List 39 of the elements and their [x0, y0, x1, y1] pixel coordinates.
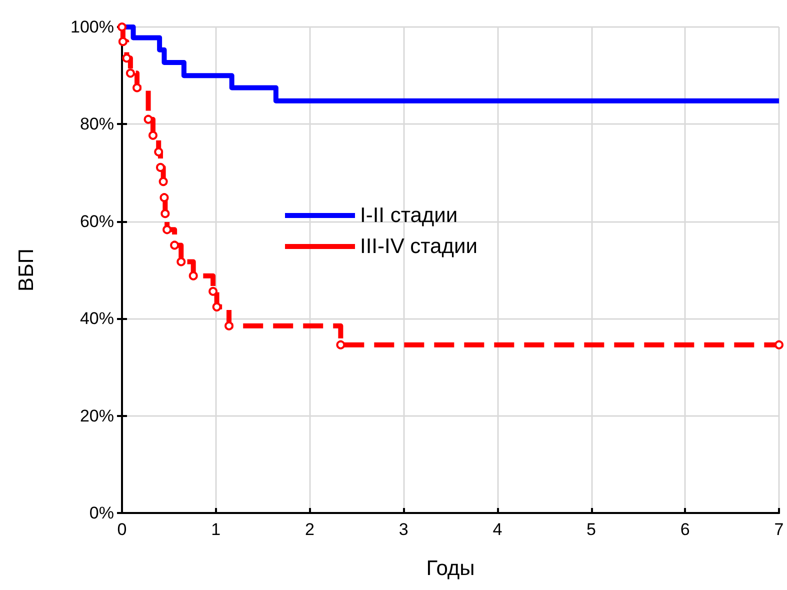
point [774, 340, 784, 350]
point [156, 162, 165, 172]
point [188, 271, 198, 280]
y-tick-label: 80% [80, 114, 114, 134]
x-axis-title: Годы [426, 557, 475, 580]
point [132, 83, 142, 92]
y-tick-label: 60% [80, 212, 114, 231]
legend-label: III-IV стадии [360, 235, 478, 258]
point [170, 240, 180, 250]
point [122, 54, 132, 63]
point [148, 130, 158, 140]
point [154, 147, 164, 156]
point [212, 302, 222, 312]
y-axis-title: ВБП [15, 248, 38, 292]
x-tick-label: 2 [304, 520, 314, 539]
point [208, 286, 218, 296]
point [118, 37, 128, 46]
y-tick-label: 20% [80, 406, 114, 426]
point [162, 225, 172, 234]
point [144, 114, 153, 124]
x-tick-label: 6 [680, 520, 690, 539]
point [176, 257, 186, 266]
y-tick-label: 0% [89, 504, 114, 522]
y-tick-label: 100% [70, 18, 114, 36]
x-tick-label: 5 [586, 520, 596, 539]
x-tick-label: 1 [211, 520, 221, 539]
point [160, 193, 169, 202]
point [118, 22, 126, 32]
point [126, 68, 135, 78]
point [336, 340, 346, 350]
x-tick-label: 3 [398, 520, 408, 539]
x-tick-label: 4 [492, 520, 502, 539]
legend-label: I-II стадии [360, 204, 458, 227]
x-tick-label: 0 [117, 520, 127, 539]
x-tick-label: 7 [774, 520, 784, 539]
point [224, 321, 234, 330]
point [158, 177, 168, 186]
point [160, 209, 170, 218]
y-tick-label: 40% [80, 309, 114, 328]
